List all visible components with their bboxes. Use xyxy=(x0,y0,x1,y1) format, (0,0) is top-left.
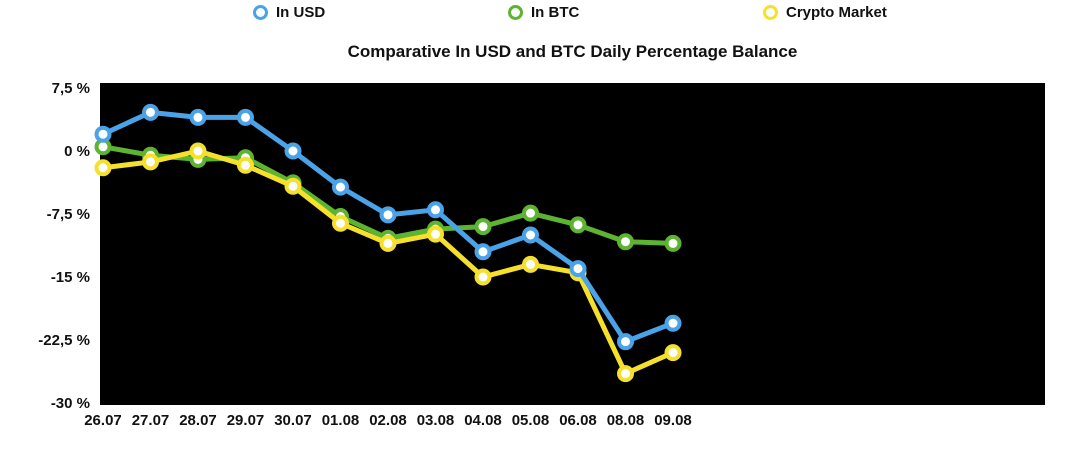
chart-title: Comparative In USD and BTC Daily Percent… xyxy=(347,42,798,61)
data-point-crypto-market[interactable] xyxy=(617,365,634,383)
data-point-in-btc[interactable] xyxy=(664,234,682,252)
x-axis-tick-label: 04.08 xyxy=(464,412,502,429)
data-point-in-usd[interactable] xyxy=(522,226,539,244)
legend-label-in-usd: In USD xyxy=(276,4,326,21)
data-point-in-usd[interactable] xyxy=(284,142,302,160)
legend-label-in-btc: In BTC xyxy=(531,4,580,21)
data-point-in-btc[interactable] xyxy=(474,218,492,236)
data-point-crypto-market[interactable] xyxy=(237,156,254,174)
y-axis-tick-label: -22,5 % xyxy=(38,332,90,349)
x-axis-tick-label: 09.08 xyxy=(654,412,692,429)
data-point-in-usd[interactable] xyxy=(237,108,254,126)
data-point-crypto-market[interactable] xyxy=(474,268,492,286)
y-axis-tick-label: -7,5 % xyxy=(47,206,90,223)
y-axis-tick-label: 0 % xyxy=(64,143,90,160)
crypto-market-marker-icon xyxy=(763,5,778,20)
x-axis-tick-label: 05.08 xyxy=(512,412,550,429)
plot-area xyxy=(100,83,1045,405)
data-point-in-usd[interactable] xyxy=(94,125,112,143)
data-point-crypto-market[interactable] xyxy=(94,159,112,177)
y-axis-tick-label: 7,5 % xyxy=(52,80,90,97)
data-point-in-usd[interactable] xyxy=(189,108,207,126)
data-point-in-btc[interactable] xyxy=(617,233,634,251)
legend-label-crypto-market: Crypto Market xyxy=(786,4,887,21)
data-point-in-usd[interactable] xyxy=(427,201,444,219)
legend-item-in-usd[interactable]: In USD xyxy=(253,4,325,21)
x-axis-tick-label: 06.08 xyxy=(559,412,597,429)
data-point-in-usd[interactable] xyxy=(664,314,682,332)
x-axis-tick-label: 29.07 xyxy=(227,412,265,429)
in-usd-marker-icon xyxy=(253,5,268,20)
data-point-crypto-market[interactable] xyxy=(664,344,682,362)
in-btc-marker-icon xyxy=(508,5,523,20)
x-axis-tick-label: 01.08 xyxy=(322,412,360,429)
data-point-in-usd[interactable] xyxy=(617,333,634,351)
data-point-in-usd[interactable] xyxy=(379,206,397,224)
data-point-crypto-market[interactable] xyxy=(379,234,397,252)
x-axis-tick-label: 28.07 xyxy=(179,412,217,429)
legend-item-in-btc[interactable]: In BTC xyxy=(508,4,579,21)
data-point-in-usd[interactable] xyxy=(142,103,159,121)
data-point-in-usd[interactable] xyxy=(474,243,492,261)
x-axis-tick-label: 30.07 xyxy=(274,412,312,429)
data-point-crypto-market[interactable] xyxy=(142,153,159,171)
x-axis-tick-label: 03.08 xyxy=(417,412,455,429)
y-axis-tick-label: -30 % xyxy=(51,395,90,412)
x-axis-tick-label: 27.07 xyxy=(132,412,170,429)
legend: In USD In BTC Crypto Market xyxy=(0,4,1092,28)
data-point-in-btc[interactable] xyxy=(522,204,539,222)
comparative-line-chart: 7,5 % 0 % -7,5 % -15 % -22,5 % -30 %26.07 27.0… xyxy=(38,80,1045,429)
legend-item-crypto-market[interactable]: Crypto Market xyxy=(763,4,887,21)
data-point-crypto-market[interactable] xyxy=(427,225,444,243)
data-point-in-btc[interactable] xyxy=(569,216,587,234)
x-axis-tick-label: 08.08 xyxy=(607,412,645,429)
data-point-in-usd[interactable] xyxy=(332,178,349,196)
data-point-crypto-market[interactable] xyxy=(284,177,302,195)
y-axis-tick-label: -15 % xyxy=(51,269,90,286)
x-axis-tick-label: 02.08 xyxy=(369,412,407,429)
data-point-crypto-market[interactable] xyxy=(332,214,349,232)
data-point-crypto-market[interactable] xyxy=(522,255,539,273)
x-axis-tick-label: 26.07 xyxy=(84,412,122,429)
data-point-crypto-market[interactable] xyxy=(189,142,207,160)
data-point-in-usd[interactable] xyxy=(569,260,587,278)
